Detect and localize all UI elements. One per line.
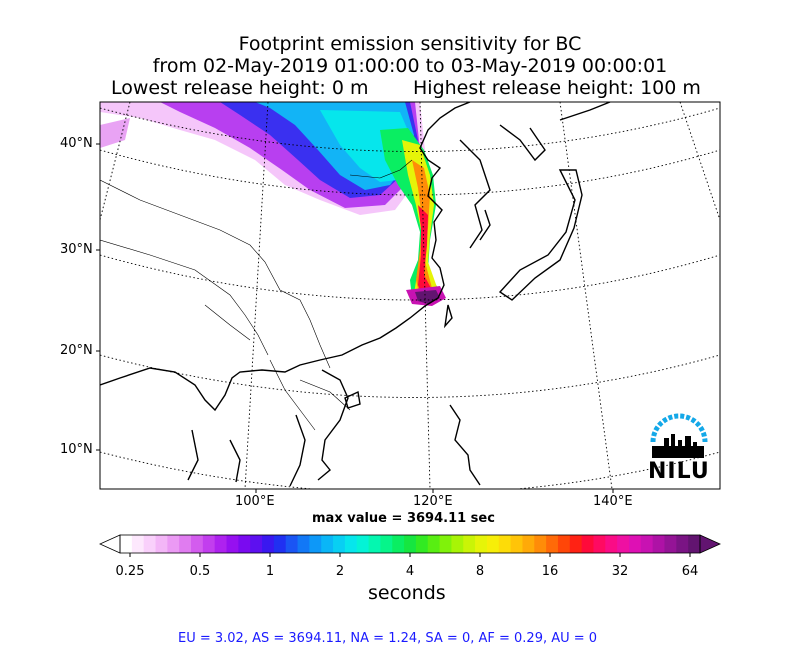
colorbar-segment (344, 535, 358, 553)
logo-skyline (652, 446, 704, 458)
max-value: max value = 3694.11 sec (312, 511, 495, 526)
colorbar-units: seconds (368, 582, 446, 604)
axis-ticks (96, 143, 614, 493)
colorbar-segment (250, 535, 263, 553)
colorbar-segment (593, 535, 606, 553)
colorbar-segment (392, 535, 405, 553)
colorbar-segment (510, 535, 523, 553)
colorbar-segment (439, 535, 452, 553)
colorbar-segment (179, 535, 192, 553)
nilu-logo-text: NILU (648, 459, 710, 484)
colorbar-segment (688, 535, 701, 553)
colorbar-segment (368, 535, 381, 553)
lat-label-30: 30°N (60, 242, 93, 257)
colorbar-segment (131, 535, 145, 553)
colorbar-segment (262, 535, 275, 553)
colorbar-segment (475, 535, 488, 553)
colorbar-segment (380, 535, 393, 553)
colorbar-segment (664, 535, 677, 553)
highest-release-height: Highest release height: 100 m (413, 77, 701, 99)
lon-label-120: 120°E (413, 494, 453, 509)
coastlines (100, 102, 611, 487)
colorbar-segment (285, 535, 299, 553)
colorbar-segment (226, 535, 239, 553)
colorbar-tick-label: 2 (335, 564, 345, 579)
colorbar-segment (640, 535, 654, 553)
colorbar-segment (463, 535, 476, 553)
colorbar-segment (522, 535, 535, 553)
colorbar-segment (534, 535, 547, 553)
graticule (100, 102, 720, 489)
colorbar-tick-label: 64 (681, 564, 699, 579)
colorbar-tick-label: 0.25 (115, 564, 145, 579)
colorbar-segment (628, 535, 642, 553)
colorbar-segment (191, 535, 204, 553)
colorbar-segment (143, 535, 157, 553)
colorbar-segment (273, 535, 287, 553)
colorbar-segment (569, 535, 583, 553)
colorbar-segment (120, 535, 133, 553)
colorbar-tick-label: 16 (541, 564, 559, 579)
colorbar-tick-label: 8 (475, 564, 485, 579)
colorbar-segment (498, 535, 512, 553)
colorbar-segment (451, 535, 464, 553)
colorbar-segment (333, 535, 346, 553)
colorbar-segment (486, 535, 500, 553)
colorbar-segment (321, 535, 334, 553)
colorbar-segment (356, 535, 370, 553)
colorbar-tick-label: 1 (265, 564, 275, 579)
colorbar-segment (202, 535, 216, 553)
colorbar-segment (155, 535, 168, 553)
map-frame (99, 101, 721, 490)
colorbar-segment (238, 535, 251, 553)
colorbar-segment (214, 535, 228, 553)
colorbar-segment (404, 535, 417, 553)
footprint-plume (100, 102, 446, 306)
colorbar-tick-label: 0.5 (189, 564, 211, 579)
colorbar-tick-label: 32 (611, 564, 629, 579)
colorbar-segment (652, 535, 665, 553)
lat-label-20: 20°N (60, 343, 93, 358)
region-summary: EU = 3.02, AS = 3694.11, NA = 1.24, SA =… (178, 631, 598, 646)
colorbar-max-extension (699, 534, 721, 554)
colorbar-segment (309, 535, 322, 553)
nilu-logo (650, 413, 708, 458)
colorbar-segment (605, 535, 618, 553)
colorbar-segment (557, 535, 571, 553)
colorbar-min-extension (99, 534, 121, 554)
colorbar-segment (546, 535, 559, 553)
colorbar-segment (617, 535, 630, 553)
colorbar-segment (581, 535, 594, 553)
colorbar-segment (415, 535, 429, 553)
lat-label-40: 40°N (60, 136, 93, 151)
lat-label-10: 10°N (60, 442, 93, 457)
map-title: Footprint emission sensitivity for BC (238, 33, 582, 55)
colorbar-segment (676, 535, 689, 553)
lon-label-100: 100°E (235, 494, 275, 509)
colorbar-tick-label: 4 (405, 564, 415, 579)
colorbar-segment (167, 535, 180, 553)
time-range: from 02-May-2019 01:00:00 to 03-May-2019… (152, 55, 668, 77)
lowest-release-height: Lowest release height: 0 m (111, 77, 369, 99)
colorbar-segment (297, 535, 310, 553)
colorbar-segment (427, 535, 441, 553)
lon-label-140: 140°E (593, 494, 633, 509)
country-borders (100, 159, 413, 431)
colorbar (99, 534, 721, 557)
